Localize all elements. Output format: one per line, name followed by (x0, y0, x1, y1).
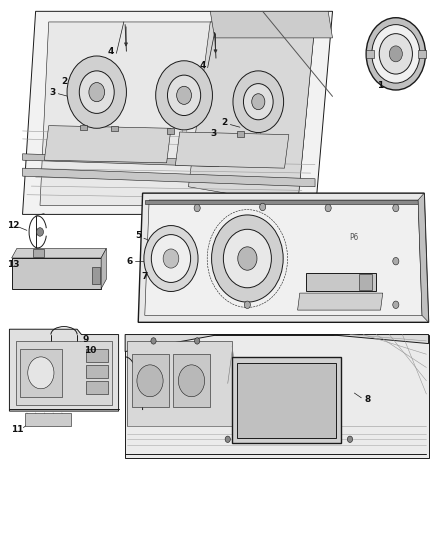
Bar (33, 249, 44, 257)
Circle shape (144, 225, 198, 292)
Polygon shape (22, 154, 219, 166)
Polygon shape (125, 335, 428, 458)
Bar (237, 132, 244, 137)
Circle shape (67, 56, 127, 128)
Circle shape (244, 301, 251, 309)
Bar (173, 354, 210, 407)
Text: 3: 3 (211, 129, 217, 138)
Text: 10: 10 (84, 346, 96, 355)
Circle shape (366, 18, 426, 90)
Polygon shape (145, 200, 418, 204)
Circle shape (238, 247, 257, 270)
Circle shape (194, 204, 200, 212)
Circle shape (347, 436, 353, 442)
Text: 8: 8 (364, 395, 371, 404)
Circle shape (223, 229, 272, 288)
Circle shape (137, 365, 163, 397)
Polygon shape (101, 248, 106, 289)
Circle shape (379, 34, 413, 74)
Polygon shape (12, 248, 106, 258)
Polygon shape (237, 364, 336, 438)
Polygon shape (188, 22, 315, 205)
Circle shape (389, 46, 403, 62)
Text: 5: 5 (135, 231, 141, 240)
Polygon shape (138, 193, 428, 322)
Bar (86, 381, 108, 394)
Circle shape (233, 71, 284, 133)
Circle shape (151, 235, 191, 282)
Polygon shape (12, 258, 101, 289)
Text: 4: 4 (108, 47, 114, 55)
Text: 3: 3 (49, 87, 55, 96)
Polygon shape (22, 168, 315, 187)
Circle shape (393, 257, 399, 265)
Circle shape (260, 203, 266, 211)
Text: 6: 6 (127, 257, 133, 265)
Polygon shape (16, 341, 112, 405)
Polygon shape (306, 273, 376, 292)
Bar (418, 50, 426, 58)
Circle shape (303, 301, 309, 309)
Text: 9: 9 (83, 335, 89, 344)
Circle shape (167, 75, 201, 116)
Circle shape (244, 84, 273, 120)
Text: 12: 12 (7, 221, 19, 230)
Polygon shape (22, 11, 332, 214)
Circle shape (89, 83, 105, 102)
Text: 4: 4 (199, 61, 205, 70)
Bar (167, 128, 174, 134)
Circle shape (393, 204, 399, 212)
Circle shape (151, 338, 156, 344)
Bar (111, 126, 118, 132)
Circle shape (252, 94, 265, 110)
Polygon shape (125, 335, 428, 352)
Polygon shape (127, 341, 232, 426)
Polygon shape (40, 22, 315, 205)
Circle shape (225, 436, 230, 442)
Polygon shape (25, 413, 71, 426)
Bar (132, 354, 169, 407)
Bar (359, 274, 372, 290)
Circle shape (163, 249, 179, 268)
Polygon shape (145, 200, 422, 316)
Text: 1: 1 (377, 81, 383, 90)
Bar (86, 349, 108, 362)
Circle shape (36, 228, 43, 236)
Circle shape (79, 71, 114, 114)
Text: 2: 2 (222, 118, 228, 127)
Circle shape (178, 365, 205, 397)
Circle shape (372, 25, 420, 83)
Bar (80, 125, 87, 131)
Polygon shape (175, 132, 289, 168)
Polygon shape (418, 193, 428, 322)
Circle shape (155, 61, 212, 130)
Text: 7: 7 (141, 272, 148, 280)
Polygon shape (297, 293, 383, 310)
Circle shape (212, 215, 283, 302)
Bar (86, 365, 108, 378)
Text: P6: P6 (350, 233, 359, 242)
Polygon shape (210, 11, 332, 38)
Circle shape (325, 204, 331, 212)
Text: 11: 11 (11, 425, 24, 434)
Bar (20, 349, 62, 397)
Polygon shape (44, 126, 171, 163)
Circle shape (393, 301, 399, 309)
Circle shape (177, 86, 191, 104)
Bar (366, 50, 374, 58)
Polygon shape (10, 329, 119, 411)
Polygon shape (232, 357, 341, 443)
Circle shape (28, 357, 54, 389)
Circle shape (194, 338, 200, 344)
Text: 2: 2 (61, 77, 67, 86)
Text: 13: 13 (7, 261, 19, 269)
Bar (92, 266, 100, 284)
